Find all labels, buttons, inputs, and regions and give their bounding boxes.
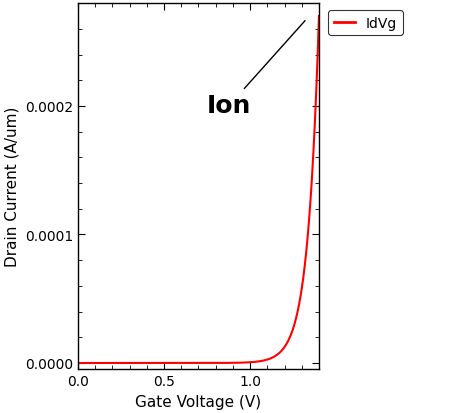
Legend: IdVg: IdVg (328, 11, 403, 36)
Y-axis label: Drain Current (A/um): Drain Current (A/um) (4, 107, 19, 267)
Text: Ion: Ion (207, 21, 305, 118)
X-axis label: Gate Voltage (V): Gate Voltage (V) (136, 394, 262, 409)
